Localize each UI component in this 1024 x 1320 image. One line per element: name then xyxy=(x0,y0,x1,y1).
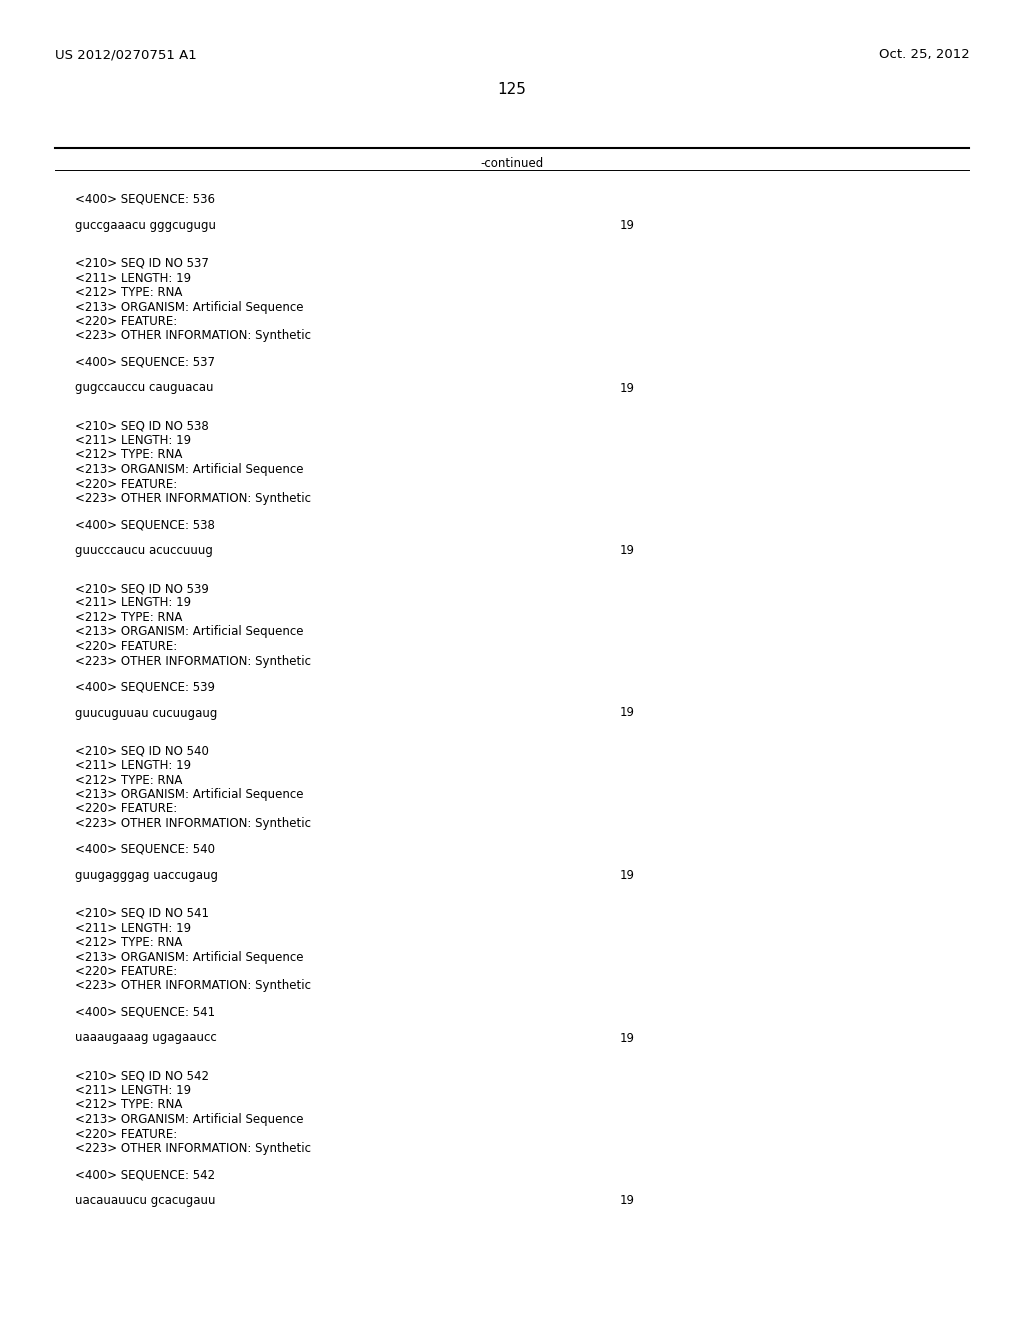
Text: <400> SEQUENCE: 537: <400> SEQUENCE: 537 xyxy=(75,355,215,368)
Text: <212> TYPE: RNA: <212> TYPE: RNA xyxy=(75,286,182,300)
Text: <213> ORGANISM: Artificial Sequence: <213> ORGANISM: Artificial Sequence xyxy=(75,301,303,314)
Text: <213> ORGANISM: Artificial Sequence: <213> ORGANISM: Artificial Sequence xyxy=(75,788,303,801)
Text: <213> ORGANISM: Artificial Sequence: <213> ORGANISM: Artificial Sequence xyxy=(75,463,303,477)
Text: <223> OTHER INFORMATION: Synthetic: <223> OTHER INFORMATION: Synthetic xyxy=(75,817,311,830)
Text: <400> SEQUENCE: 536: <400> SEQUENCE: 536 xyxy=(75,193,215,206)
Text: <210> SEQ ID NO 540: <210> SEQ ID NO 540 xyxy=(75,744,209,758)
Text: <211> LENGTH: 19: <211> LENGTH: 19 xyxy=(75,1084,191,1097)
Text: <213> ORGANISM: Artificial Sequence: <213> ORGANISM: Artificial Sequence xyxy=(75,950,303,964)
Text: 19: 19 xyxy=(620,1031,635,1044)
Text: -continued: -continued xyxy=(480,157,544,170)
Text: <210> SEQ ID NO 538: <210> SEQ ID NO 538 xyxy=(75,420,209,433)
Text: <223> OTHER INFORMATION: Synthetic: <223> OTHER INFORMATION: Synthetic xyxy=(75,492,311,506)
Text: <220> FEATURE:: <220> FEATURE: xyxy=(75,315,177,327)
Text: <211> LENGTH: 19: <211> LENGTH: 19 xyxy=(75,272,191,285)
Text: <212> TYPE: RNA: <212> TYPE: RNA xyxy=(75,611,182,624)
Text: 19: 19 xyxy=(620,219,635,232)
Text: guucccaucu acuccuuug: guucccaucu acuccuuug xyxy=(75,544,213,557)
Text: Oct. 25, 2012: Oct. 25, 2012 xyxy=(880,48,970,61)
Text: <211> LENGTH: 19: <211> LENGTH: 19 xyxy=(75,434,191,447)
Text: <223> OTHER INFORMATION: Synthetic: <223> OTHER INFORMATION: Synthetic xyxy=(75,979,311,993)
Text: uaaaugaaag ugagaaucc: uaaaugaaag ugagaaucc xyxy=(75,1031,217,1044)
Text: <400> SEQUENCE: 541: <400> SEQUENCE: 541 xyxy=(75,1006,215,1019)
Text: uacauauucu gcacugauu: uacauauucu gcacugauu xyxy=(75,1195,215,1206)
Text: <220> FEATURE:: <220> FEATURE: xyxy=(75,1127,177,1140)
Text: <212> TYPE: RNA: <212> TYPE: RNA xyxy=(75,774,182,787)
Text: <400> SEQUENCE: 542: <400> SEQUENCE: 542 xyxy=(75,1168,215,1181)
Text: <213> ORGANISM: Artificial Sequence: <213> ORGANISM: Artificial Sequence xyxy=(75,1113,303,1126)
Text: <210> SEQ ID NO 541: <210> SEQ ID NO 541 xyxy=(75,907,209,920)
Text: guugagggag uaccugaug: guugagggag uaccugaug xyxy=(75,869,218,882)
Text: gugccauccu cauguacau: gugccauccu cauguacau xyxy=(75,381,213,395)
Text: <220> FEATURE:: <220> FEATURE: xyxy=(75,803,177,816)
Text: <220> FEATURE:: <220> FEATURE: xyxy=(75,965,177,978)
Text: <223> OTHER INFORMATION: Synthetic: <223> OTHER INFORMATION: Synthetic xyxy=(75,655,311,668)
Text: 19: 19 xyxy=(620,544,635,557)
Text: <223> OTHER INFORMATION: Synthetic: <223> OTHER INFORMATION: Synthetic xyxy=(75,1142,311,1155)
Text: guucuguuau cucuugaug: guucuguuau cucuugaug xyxy=(75,706,217,719)
Text: US 2012/0270751 A1: US 2012/0270751 A1 xyxy=(55,48,197,61)
Text: <223> OTHER INFORMATION: Synthetic: <223> OTHER INFORMATION: Synthetic xyxy=(75,330,311,342)
Text: <400> SEQUENCE: 538: <400> SEQUENCE: 538 xyxy=(75,517,215,531)
Text: 19: 19 xyxy=(620,381,635,395)
Text: <400> SEQUENCE: 539: <400> SEQUENCE: 539 xyxy=(75,681,215,693)
Text: 19: 19 xyxy=(620,869,635,882)
Text: <212> TYPE: RNA: <212> TYPE: RNA xyxy=(75,1098,182,1111)
Text: <220> FEATURE:: <220> FEATURE: xyxy=(75,640,177,653)
Text: 125: 125 xyxy=(498,82,526,96)
Text: <211> LENGTH: 19: <211> LENGTH: 19 xyxy=(75,759,191,772)
Text: <213> ORGANISM: Artificial Sequence: <213> ORGANISM: Artificial Sequence xyxy=(75,626,303,639)
Text: <212> TYPE: RNA: <212> TYPE: RNA xyxy=(75,449,182,462)
Text: <211> LENGTH: 19: <211> LENGTH: 19 xyxy=(75,597,191,610)
Text: <210> SEQ ID NO 539: <210> SEQ ID NO 539 xyxy=(75,582,209,595)
Text: <210> SEQ ID NO 537: <210> SEQ ID NO 537 xyxy=(75,257,209,271)
Text: <212> TYPE: RNA: <212> TYPE: RNA xyxy=(75,936,182,949)
Text: guccgaaacu gggcugugu: guccgaaacu gggcugugu xyxy=(75,219,216,232)
Text: <210> SEQ ID NO 542: <210> SEQ ID NO 542 xyxy=(75,1069,209,1082)
Text: <211> LENGTH: 19: <211> LENGTH: 19 xyxy=(75,921,191,935)
Text: 19: 19 xyxy=(620,1195,635,1206)
Text: <220> FEATURE:: <220> FEATURE: xyxy=(75,478,177,491)
Text: 19: 19 xyxy=(620,706,635,719)
Text: <400> SEQUENCE: 540: <400> SEQUENCE: 540 xyxy=(75,843,215,855)
